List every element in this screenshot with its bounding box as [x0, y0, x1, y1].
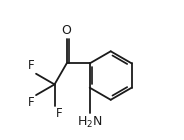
Text: F: F — [28, 59, 34, 72]
Text: H$_2$N: H$_2$N — [77, 115, 102, 130]
Text: F: F — [56, 107, 63, 120]
Text: O: O — [62, 24, 72, 37]
Text: F: F — [28, 96, 34, 109]
